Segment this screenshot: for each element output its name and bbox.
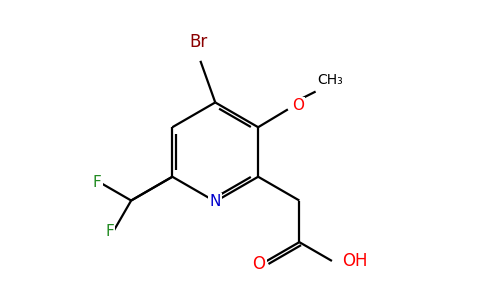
Text: Br: Br bbox=[189, 33, 208, 51]
Text: F: F bbox=[93, 175, 102, 190]
Text: N: N bbox=[210, 194, 221, 209]
Text: O: O bbox=[252, 255, 265, 273]
Text: OH: OH bbox=[342, 252, 367, 270]
Text: F: F bbox=[106, 224, 114, 239]
Text: CH₃: CH₃ bbox=[318, 73, 343, 87]
Text: O: O bbox=[292, 98, 304, 113]
